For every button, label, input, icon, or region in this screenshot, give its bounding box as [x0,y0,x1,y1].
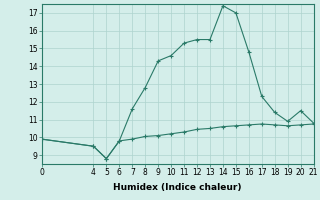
X-axis label: Humidex (Indice chaleur): Humidex (Indice chaleur) [113,183,242,192]
